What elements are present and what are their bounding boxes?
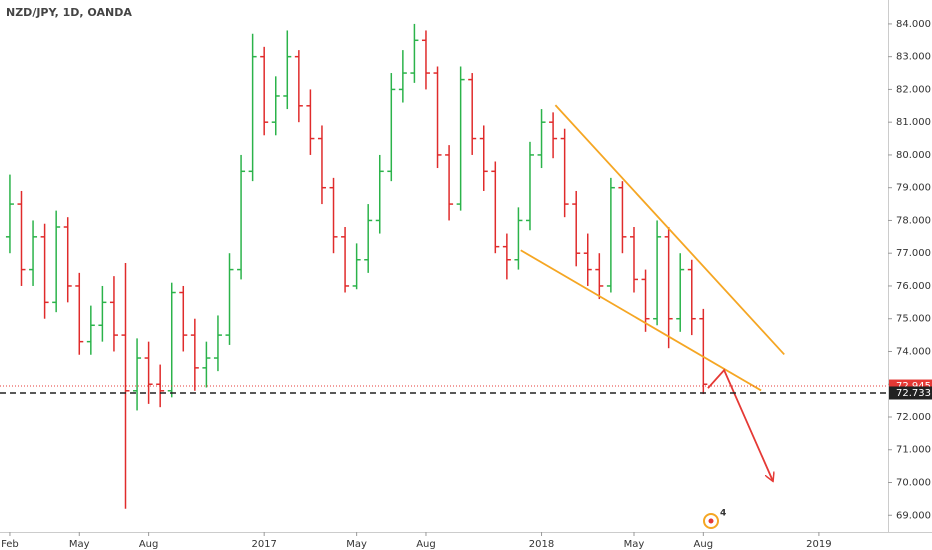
- ohlc-bar: [398, 50, 407, 103]
- ohlc-bar: [190, 318, 199, 391]
- y-tick-label: 80.000: [896, 150, 931, 161]
- ohlc-bar: [629, 227, 638, 293]
- ohlc-bar: [514, 207, 523, 270]
- ohlc-bar: [109, 276, 118, 352]
- x-tick-label: Feb: [1, 539, 19, 550]
- ohlc-bar: [167, 282, 176, 398]
- ohlc-bar: [5, 174, 14, 254]
- ohlc-bar: [456, 66, 465, 211]
- ohlc-bar: [387, 73, 396, 182]
- y-tick-label: 79.000: [896, 183, 931, 194]
- ohlc-bar: [618, 181, 627, 254]
- ohlc-bar: [502, 233, 511, 280]
- ohlc-bar: [179, 285, 188, 352]
- ohlc-bar: [583, 233, 592, 286]
- x-tick-label: Aug: [139, 539, 159, 550]
- y-tick-label: 82.000: [896, 84, 931, 95]
- y-tick-label: 69.000: [896, 510, 931, 521]
- ohlc-bar: [687, 259, 696, 336]
- ohlc-bar: [317, 125, 326, 205]
- y-tick-label: 72.000: [896, 412, 931, 423]
- ohlc-bar: [676, 253, 685, 332]
- y-tick-label: 74.000: [896, 346, 931, 357]
- ohlc-bar: [421, 30, 430, 90]
- y-tick-label: 77.000: [896, 248, 931, 259]
- y-tick-label: 83.000: [896, 52, 931, 63]
- ohlc-bar: [560, 128, 569, 218]
- ohlc-bar: [156, 364, 165, 408]
- ohlc-bar: [144, 341, 153, 404]
- ohlc-bar: [202, 341, 211, 388]
- x-tick-label: Aug: [416, 539, 436, 550]
- ohlc-bar: [375, 154, 384, 234]
- ohlc-bar: [641, 269, 650, 332]
- ohlc-bar: [306, 89, 315, 155]
- ohlc-bar: [225, 253, 234, 345]
- ohlc-bar: [699, 308, 708, 395]
- trend-drawing: [520, 249, 762, 392]
- x-tick-label: 2018: [529, 539, 554, 550]
- x-tick-label: 2017: [251, 539, 276, 550]
- ohlc-bar: [341, 227, 350, 293]
- x-tick-label: May: [624, 539, 645, 550]
- ohlc-bar: [98, 285, 107, 342]
- ohlc-bar: [491, 161, 500, 254]
- price-label: 72.733: [896, 388, 931, 399]
- ohlc-bar: [664, 227, 673, 349]
- ohlc-bar: [29, 220, 38, 286]
- trend-drawing: [707, 368, 773, 480]
- ohlc-bar: [364, 204, 373, 273]
- ohlc-bar: [213, 315, 222, 372]
- ohlc-bar: [133, 338, 142, 411]
- ohlc-bar: [479, 125, 488, 191]
- x-tick-label: May: [69, 539, 90, 550]
- ohlc-bar: [294, 50, 303, 123]
- ohlc-bar: [606, 177, 615, 293]
- ohlc-bar: [271, 76, 280, 136]
- ohlc-bar: [445, 145, 454, 221]
- x-tick-label: Aug: [694, 539, 714, 550]
- y-tick-label: 81.000: [896, 117, 931, 128]
- ohlc-bar: [572, 190, 581, 267]
- price-label-box: [889, 386, 932, 400]
- y-tick-label: 70.000: [896, 478, 931, 489]
- x-tick-label: 2019: [806, 539, 831, 550]
- ohlc-bar: [410, 23, 419, 83]
- ohlc-bar: [52, 210, 61, 313]
- ohlc-bar: [17, 190, 26, 286]
- ohlc-bar: [248, 33, 257, 182]
- ohlc-bar: [40, 223, 49, 319]
- badge: 4: [720, 509, 726, 519]
- ohlc-bar: [537, 109, 546, 169]
- y-tick-label: 84.000: [896, 19, 931, 30]
- ohlc-bar: [653, 220, 662, 326]
- ohlc-bar: [63, 217, 72, 303]
- ohlc-bar: [75, 272, 84, 355]
- y-tick-label: 78.000: [896, 215, 931, 226]
- ohlc-bar: [525, 141, 534, 231]
- ohlc-bar: [468, 73, 477, 155]
- y-tick-label: 71.000: [896, 445, 931, 456]
- chart-title: NZD/JPY, 1D, OANDA: [6, 6, 132, 19]
- x-tick-label: May: [346, 539, 367, 550]
- ohlc-bar: [549, 112, 558, 159]
- ohlc-bar: [352, 243, 361, 290]
- ohlc-bar: [433, 66, 442, 169]
- trend-drawing: [554, 104, 785, 356]
- logo: [703, 513, 719, 529]
- ohlc-bar: [260, 46, 269, 136]
- ohlc-bar: [283, 30, 292, 110]
- ohlc-bar: [237, 154, 246, 280]
- y-tick-label: 75.000: [896, 314, 931, 325]
- ohlc-bar: [595, 253, 604, 300]
- ohlc-bar: [121, 263, 130, 509]
- ohlc-bar: [86, 305, 95, 355]
- ohlc-bar: [329, 177, 338, 254]
- y-tick-label: 76.000: [896, 281, 931, 292]
